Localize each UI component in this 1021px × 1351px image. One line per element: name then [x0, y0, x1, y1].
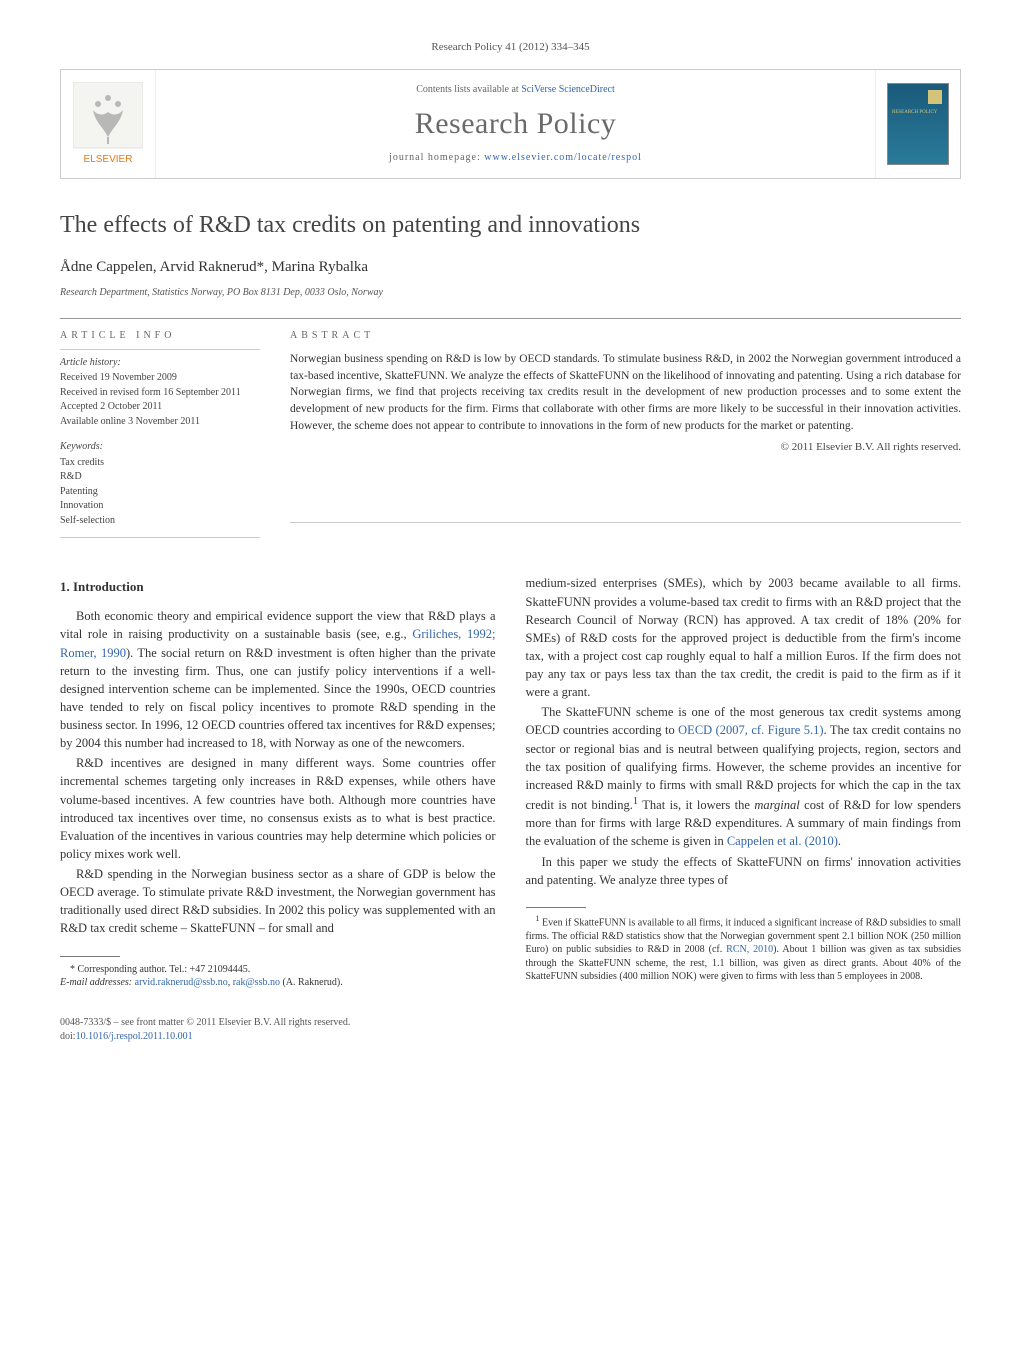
footnote-separator [60, 956, 120, 957]
email-label: E-mail addresses: [60, 977, 135, 988]
citation-link[interactable]: OECD (2007, cf. Figure 5.1) [678, 723, 823, 737]
footnote-separator [526, 907, 586, 908]
keyword: Self-selection [60, 514, 260, 528]
journal-cover-thumb [887, 83, 949, 165]
sciencedirect-link[interactable]: SciVerse ScienceDirect [521, 84, 615, 95]
journal-reference: Research Policy 41 (2012) 334–345 [60, 40, 961, 55]
article-title: The effects of R&D tax credits on patent… [60, 209, 961, 243]
text-run: (A. Raknerud). [280, 977, 343, 988]
rule-top [60, 318, 961, 319]
contents-list-line: Contents lists available at SciVerse Sci… [166, 83, 865, 97]
emphasis: marginal [754, 798, 799, 812]
history-label: Article history: [60, 356, 260, 370]
history-revised: Received in revised form 16 September 20… [60, 386, 260, 400]
section-heading: 1. Introduction [60, 578, 496, 597]
article-info-block: article info Article history: Received 1… [60, 329, 260, 545]
journal-header: ELSEVIER Contents lists available at Sci… [60, 69, 961, 179]
body-paragraph: R&D incentives are designed in many diff… [60, 754, 496, 863]
journal-title: Research Policy [166, 103, 865, 145]
journal-homepage-line: journal homepage: www.elsevier.com/locat… [166, 151, 865, 165]
authors: Ådne Cappelen, Arvid Raknerud*, Marina R… [60, 257, 961, 278]
abstract-text: Norwegian business spending on R&D is lo… [290, 351, 961, 434]
abstract-block: abstract Norwegian business spending on … [290, 329, 961, 545]
corresponding-author-footnote: * Corresponding author. Tel.: +47 210944… [60, 963, 496, 990]
right-footnote-block: 1 Even if SkatteFUNN is available to all… [526, 907, 962, 984]
section-title: Introduction [73, 579, 144, 594]
text-run: ). The social return on R&D investment i… [60, 646, 496, 751]
issn-line: 0048-7333/$ – see front matter © 2011 El… [60, 1016, 961, 1030]
footnote-1: 1 Even if SkatteFUNN is available to all… [526, 914, 962, 984]
header-center: Contents lists available at SciVerse Sci… [156, 70, 875, 178]
text-run: . [838, 834, 841, 848]
citation-link[interactable]: Cappelen et al. (2010) [727, 834, 838, 848]
page: Research Policy 41 (2012) 334–345 ELSEVI… [0, 0, 1021, 1084]
email-link[interactable]: rak@ssb.no [233, 977, 280, 988]
email-link[interactable]: arvid.raknerud@ssb.no [135, 977, 228, 988]
doi-link[interactable]: 10.1016/j.respol.2011.10.001 [76, 1031, 193, 1042]
keyword: Tax credits [60, 456, 260, 470]
section-number: 1. [60, 579, 70, 594]
citation-link[interactable]: RCN, 2010 [726, 944, 773, 955]
article-info-rule [60, 349, 260, 350]
text-run: That is, it lowers the [638, 798, 754, 812]
body-paragraph: The SkatteFUNN scheme is one of the most… [526, 703, 962, 850]
body-two-column: 1. Introduction Both economic theory and… [60, 574, 961, 989]
meta-row: article info Article history: Received 1… [60, 329, 961, 545]
publisher-name: ELSEVIER [84, 154, 133, 165]
body-paragraph: In this paper we study the effects of Sk… [526, 853, 962, 889]
keywords-label: Keywords: [60, 440, 260, 454]
body-paragraph: medium-sized enterprises (SMEs), which b… [526, 574, 962, 701]
affiliation: Research Department, Statistics Norway, … [60, 286, 961, 300]
body-paragraph: R&D spending in the Norwegian business s… [60, 865, 496, 938]
abstract-heading: abstract [290, 329, 961, 343]
history-online: Available online 3 November 2011 [60, 415, 260, 429]
article-info-rule-bottom [60, 537, 260, 538]
history-accepted: Accepted 2 October 2011 [60, 400, 260, 414]
abstract-rule-bottom [290, 522, 961, 523]
journal-cover-thumb-wrap [875, 70, 960, 178]
contents-prefix: Contents lists available at [416, 84, 521, 95]
keyword: Innovation [60, 499, 260, 513]
history-received: Received 19 November 2009 [60, 371, 260, 385]
keyword: Patenting [60, 485, 260, 499]
corr-author-line: * Corresponding author. Tel.: +47 210944… [70, 964, 250, 975]
journal-homepage-link[interactable]: www.elsevier.com/locate/respol [484, 152, 642, 163]
publisher-logo: ELSEVIER [61, 70, 156, 178]
body-paragraph: Both economic theory and empirical evide… [60, 607, 496, 752]
page-footer: 0048-7333/$ – see front matter © 2011 El… [60, 1016, 961, 1044]
doi-label: doi: [60, 1031, 76, 1042]
homepage-prefix: journal homepage: [389, 152, 484, 163]
keyword: R&D [60, 470, 260, 484]
article-info-heading: article info [60, 329, 260, 343]
abstract-copyright: © 2011 Elsevier B.V. All rights reserved… [290, 440, 961, 455]
elsevier-tree-icon: ELSEVIER [73, 82, 143, 167]
doi-line: doi:10.1016/j.respol.2011.10.001 [60, 1030, 961, 1044]
